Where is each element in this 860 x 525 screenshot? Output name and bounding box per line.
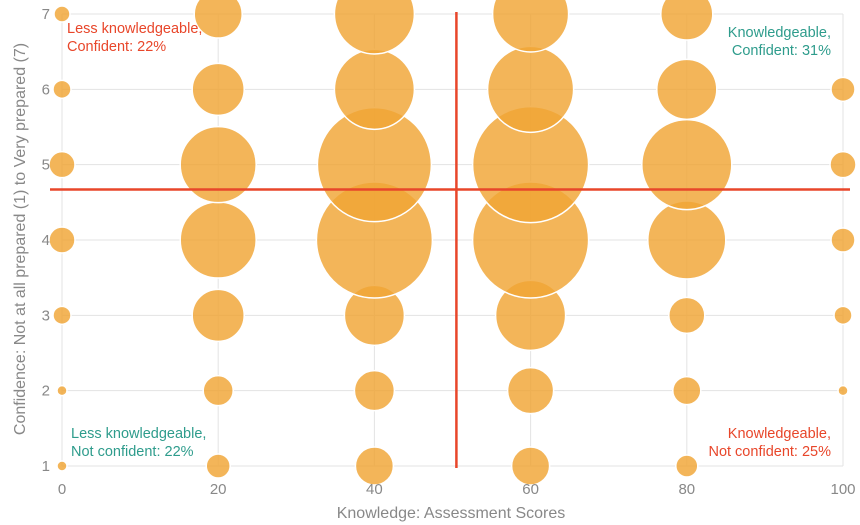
bubble-point <box>830 76 856 103</box>
bubble-point <box>506 366 555 415</box>
annotation-line: Not confident: 25% <box>708 444 831 460</box>
y-axis-title: Confidence: Not at all prepared (1) to V… <box>12 43 29 435</box>
bubble-point <box>830 227 856 253</box>
bubble-point <box>333 0 416 55</box>
quadrant-dividers <box>50 12 850 468</box>
bubble-point <box>191 62 245 117</box>
bubble-point <box>191 288 245 343</box>
bubble-point <box>48 226 76 254</box>
bubble-point <box>53 5 71 23</box>
bubble-point <box>641 118 733 211</box>
y-tick-labels: 1 2 3 4 5 6 7 <box>42 6 50 475</box>
bubble-point <box>829 150 857 179</box>
x-tick-label: 40 <box>366 481 383 498</box>
quadrant-annotation-top-right: Knowledgeable, Confident: 31% <box>728 25 831 59</box>
y-tick-label: 1 <box>42 458 50 475</box>
bubble-point <box>52 79 72 100</box>
annotation-line: Knowledgeable, <box>728 25 831 41</box>
bubble-point <box>833 305 853 326</box>
quadrant-annotations: Less knowledgeable, Confident: 22% Knowled… <box>67 21 831 460</box>
bubble-point <box>675 454 699 478</box>
quadrant-annotation-bottom-left: Less knowledgeable, Not confident: 22% <box>71 426 206 460</box>
y-tick-label: 2 <box>42 383 50 400</box>
bubble-point <box>179 125 257 204</box>
bubble-point <box>837 384 849 397</box>
bubble-point <box>656 58 718 121</box>
bubble-point <box>179 201 257 279</box>
bubble-point <box>672 375 702 406</box>
x-tick-label: 100 <box>830 481 855 498</box>
bubble-point <box>205 453 231 479</box>
bubble-point <box>56 384 68 397</box>
bubble-point <box>48 150 76 179</box>
x-axis-title: Knowledge: Assessment Scores <box>337 505 566 522</box>
annotation-line: Knowledgeable, <box>728 426 831 442</box>
bubble-point <box>202 374 234 407</box>
annotation-line: Less knowledgeable, <box>67 21 202 37</box>
y-tick-label: 7 <box>42 6 50 23</box>
bubble-point <box>660 0 714 41</box>
bubble-point <box>486 45 575 134</box>
bubbles <box>48 0 857 486</box>
y-tick-label: 6 <box>42 81 50 98</box>
bubble-point <box>353 369 396 412</box>
bubble-point <box>668 296 706 335</box>
quadrant-annotation-top-left: Less knowledgeable, Confident: 22% <box>67 21 202 55</box>
bubble-point <box>510 446 551 486</box>
annotation-line: Confident: 22% <box>67 39 166 55</box>
bubble-point <box>333 48 416 131</box>
y-tick-label: 4 <box>42 232 50 249</box>
x-tick-labels: 0 20 40 60 80 100 <box>58 481 856 498</box>
quadrant-annotation-bottom-right: Knowledgeable, Not confident: 25% <box>708 426 831 460</box>
y-tick-label: 3 <box>42 307 50 324</box>
bubble-point <box>647 200 727 280</box>
x-tick-label: 20 <box>210 481 227 498</box>
bubble-point <box>491 0 570 53</box>
bubble-point <box>354 446 395 486</box>
annotation-line: Not confident: 22% <box>71 444 194 460</box>
x-tick-label: 0 <box>58 481 66 498</box>
y-tick-label: 5 <box>42 157 50 174</box>
annotation-line: Confident: 31% <box>732 43 831 59</box>
bubble-point <box>52 305 72 326</box>
annotation-line: Less knowledgeable, <box>71 426 206 442</box>
x-tick-label: 80 <box>678 481 695 498</box>
bubble-point <box>193 0 243 39</box>
x-tick-label: 60 <box>522 481 539 498</box>
bubble-point <box>56 460 68 472</box>
